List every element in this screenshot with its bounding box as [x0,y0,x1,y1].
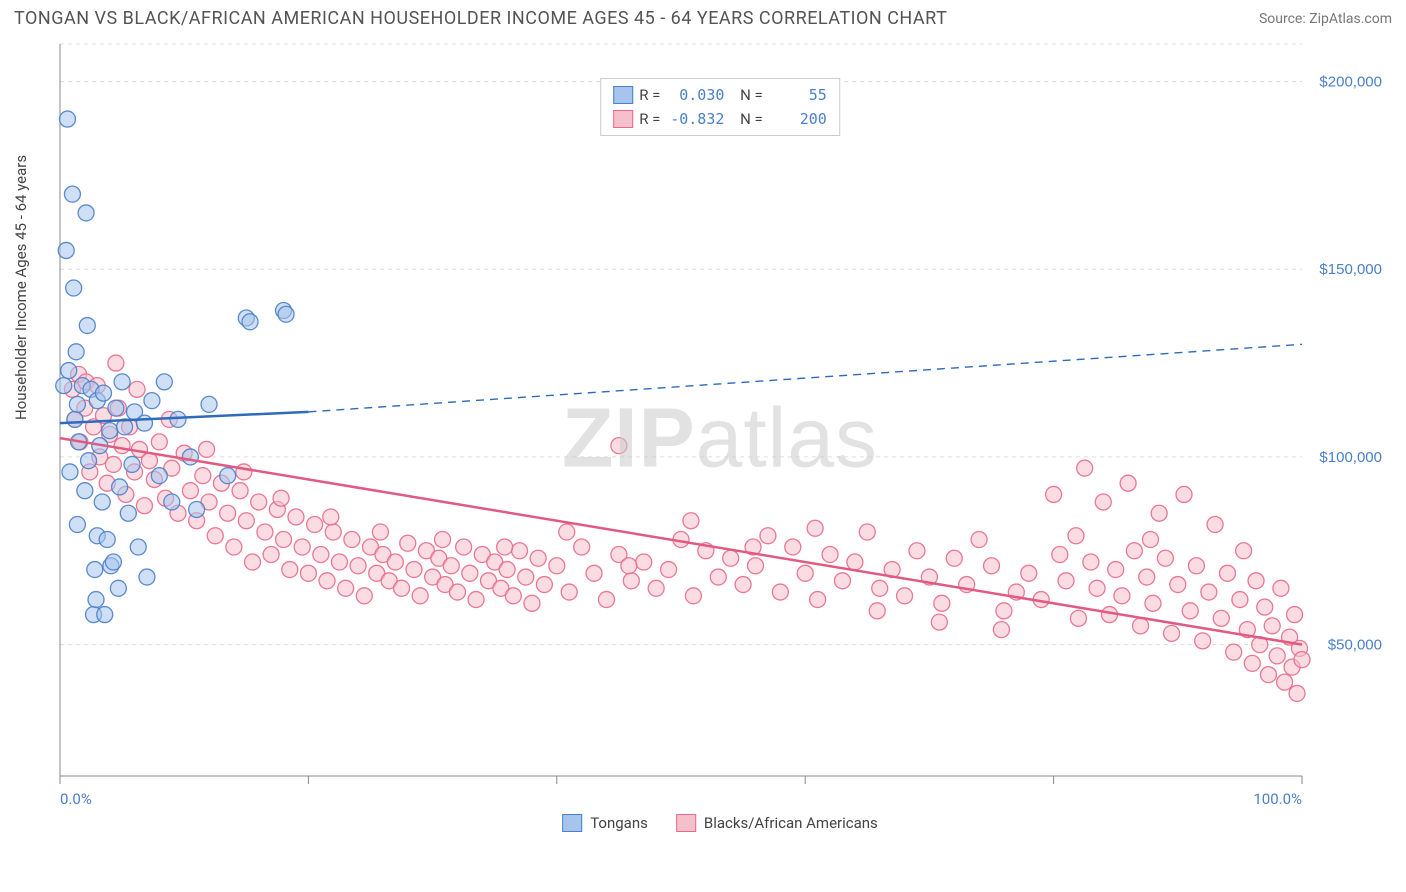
y-axis-label: Householder Income Ages 45 - 64 years [12,155,30,420]
r-value-series2: -0.832 [666,107,724,131]
stats-row-series2: R = -0.832 N = 200 [613,107,827,131]
chart-header: TONGAN VS BLACK/AFRICAN AMERICAN HOUSEHO… [0,0,1406,33]
legend-label-series1: Tongans [590,814,648,832]
legend-item-series1: Tongans [562,814,648,832]
legend-swatch-series1 [562,814,582,832]
svg-text:$50,000: $50,000 [1328,637,1382,654]
svg-text:$100,000: $100,000 [1319,449,1382,466]
legend: Tongans Blacks/African Americans [562,814,878,832]
scatter-plot-svg: $50,000 $100,000 $150,000 $200,000 0.0% 100.0… [48,38,1392,838]
chart-plot-area: $50,000 $100,000 $150,000 $200,000 0.0% 100.0… [48,38,1392,838]
swatch-series2 [613,110,633,128]
swatch-series1 [613,86,633,104]
svg-text:$200,000: $200,000 [1319,74,1382,91]
svg-text:$150,000: $150,000 [1319,261,1382,278]
correlation-stats-box: R = 0.030 N = 55 R = -0.832 N = 200 [600,78,840,136]
svg-text:0.0%: 0.0% [60,790,92,808]
svg-text:100.0%: 100.0% [1253,790,1302,808]
chart-title: TONGAN VS BLACK/AFRICAN AMERICAN HOUSEHO… [14,8,947,29]
stats-row-series1: R = 0.030 N = 55 [613,83,827,107]
r-value-series1: 0.030 [666,83,724,107]
n-value-series1: 55 [769,83,827,107]
source-attribution: Source: ZipAtlas.com [1259,11,1392,27]
n-value-series2: 200 [769,107,827,131]
legend-swatch-series2 [676,814,696,832]
legend-item-series2: Blacks/African Americans [676,814,878,832]
legend-label-series2: Blacks/African Americans [704,814,878,832]
